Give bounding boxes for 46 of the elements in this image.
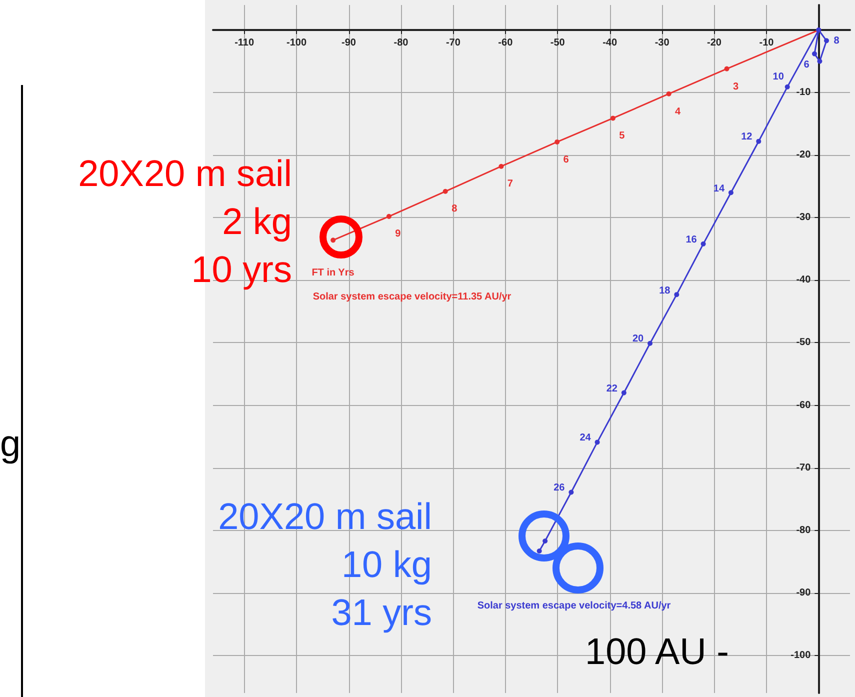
x-tick-label: -10 (759, 38, 774, 49)
y-tick-label: -100 (790, 650, 812, 661)
y-tick-label: -70 (796, 462, 812, 474)
annotation: 6 (804, 59, 810, 70)
x-tick-label: -60 (498, 38, 514, 49)
annotation: 9 (395, 228, 401, 240)
x-tick-label: -50 (550, 38, 566, 49)
y-tick-label: -90 (796, 587, 812, 598)
annotation: 12 (741, 132, 752, 143)
annotation: Solar system escape velocity=4.58 AU/yr (477, 600, 671, 612)
annotation: 8 (834, 35, 840, 46)
annotation: 24 (580, 432, 591, 444)
x-tick-label: -110 (234, 38, 254, 49)
y-tick-label: -30 (796, 212, 812, 224)
y-tick-label: -40 (796, 274, 812, 286)
y-tick-label: -20 (796, 150, 812, 161)
annotation: 100 AU - (585, 630, 729, 674)
annotation: 16 (686, 234, 697, 246)
annotation: Solar system escape velocity=11.35 AU/yr (312, 292, 512, 302)
annotation: 20X20 m sail 10 kg 31 yrs (218, 495, 432, 635)
annotation: 7 (507, 178, 513, 190)
x-tick-label: -70 (446, 38, 461, 49)
text: g (0, 422, 21, 466)
x-tick-label: -20 (707, 38, 722, 49)
x-tick-label: -90 (342, 38, 356, 49)
x-tick-label: -40 (602, 38, 618, 49)
y-tick-label: -80 (796, 524, 812, 536)
x-tick-label: -100 (286, 38, 307, 49)
x-tick-label: -30 (654, 38, 670, 49)
y-tick-label: -50 (796, 337, 812, 348)
annotation: 10 (772, 71, 784, 82)
annotation: 6 (563, 154, 569, 166)
annotation: 8 (452, 204, 458, 215)
annotation: 4 (675, 106, 681, 118)
y-tick-label: -10 (796, 87, 812, 98)
annotation: 26 (554, 482, 565, 494)
annotation: 5 (619, 130, 625, 142)
annotation: 20 (632, 334, 644, 345)
x-tick-label: -80 (394, 38, 409, 49)
annotation: 22 (606, 383, 618, 394)
annotation: FT in Yrs (312, 268, 354, 278)
annotation: 18 (659, 285, 670, 296)
annotation: 3 (732, 81, 739, 92)
annotation: 14 (713, 183, 725, 194)
annotation: 20X20 m sail 2 kg 10 yrs (78, 152, 292, 292)
y-tick-label: -60 (796, 400, 812, 411)
